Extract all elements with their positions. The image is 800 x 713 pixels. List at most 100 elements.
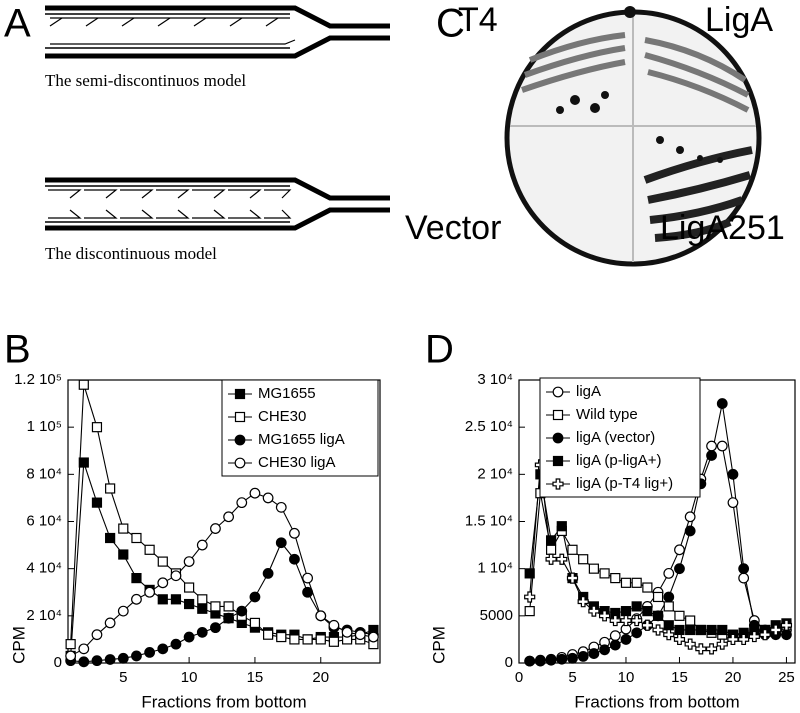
marker [236, 605, 248, 617]
marker [552, 432, 564, 444]
marker [620, 577, 632, 588]
marker [695, 624, 706, 636]
marker [170, 638, 182, 650]
diagram-caption: The discontinuous model [45, 244, 217, 263]
marker [556, 653, 568, 665]
diagram-caption: The semi-discontinuos model [45, 71, 246, 90]
marker [263, 629, 274, 640]
marker [117, 605, 129, 617]
marker [65, 639, 76, 650]
y-tick-label: 1.2 10⁵ [14, 371, 62, 388]
marker [727, 468, 739, 480]
marker [524, 606, 535, 617]
marker [705, 643, 718, 655]
marker [210, 622, 221, 634]
marker [716, 398, 728, 409]
marker [210, 523, 221, 534]
marker [354, 629, 366, 641]
marker [738, 572, 750, 584]
marker [131, 650, 142, 662]
panel-letter: A [4, 2, 31, 46]
legend-label: Wild type [576, 406, 638, 423]
marker [534, 655, 546, 667]
marker [545, 553, 557, 565]
marker [748, 630, 760, 643]
marker [652, 591, 664, 603]
marker [289, 527, 300, 539]
marker [578, 554, 589, 565]
marker [685, 615, 696, 626]
marker [105, 532, 116, 544]
y-axis-label: CPM [429, 626, 448, 664]
marker [91, 655, 103, 667]
marker [641, 619, 653, 631]
marker [524, 591, 536, 603]
marker [552, 386, 564, 398]
marker [695, 643, 707, 655]
marker [524, 655, 536, 667]
marker [117, 652, 129, 664]
x-tick-label: 15 [671, 669, 688, 686]
marker [262, 567, 274, 579]
marker [706, 440, 717, 452]
marker [545, 544, 557, 555]
x-tick-label: 10 [618, 669, 635, 686]
agar-plate-photo [504, 6, 762, 267]
marker [234, 388, 246, 400]
marker [368, 631, 379, 643]
marker [663, 620, 674, 631]
marker [673, 633, 686, 646]
marker [78, 457, 89, 468]
marker [631, 577, 642, 588]
y-tick-label: 0 [54, 654, 62, 671]
marker [556, 553, 568, 565]
marker [302, 586, 313, 598]
discontinuous-diagram [45, 177, 390, 231]
marker [144, 544, 155, 555]
marker [91, 497, 103, 508]
x-tick-label: 5 [568, 669, 576, 686]
y-tick-label: 3 10⁴ [477, 371, 513, 388]
y-tick-label: 6 10⁴ [26, 512, 62, 529]
series-line [70, 462, 374, 656]
plate-label: Vector [405, 209, 501, 247]
marker [262, 492, 274, 504]
marker [599, 568, 610, 579]
marker [328, 619, 340, 631]
marker [674, 563, 685, 575]
y-tick-label: 2 10⁴ [26, 607, 62, 624]
marker [157, 577, 169, 589]
x-tick-label: 10 [181, 669, 198, 686]
marker [631, 601, 642, 612]
marker [642, 582, 653, 593]
marker [183, 556, 195, 567]
marker [727, 497, 739, 509]
marker [663, 567, 675, 579]
marker [545, 535, 557, 546]
x-axis-label: Fractions from bottom [141, 692, 306, 711]
marker [302, 572, 313, 584]
marker [674, 544, 685, 556]
marker [170, 570, 182, 582]
marker [567, 652, 578, 664]
marker [104, 654, 116, 665]
marker [609, 639, 621, 651]
marker [620, 634, 632, 645]
y-tick-label: 8 10⁴ [26, 465, 62, 482]
legend-label: CHE30 ligA [258, 454, 336, 471]
y-tick-label: 4 10⁴ [26, 560, 62, 577]
x-axis-label: Fractions from bottom [574, 692, 739, 711]
marker [275, 537, 287, 549]
marker [249, 617, 261, 629]
marker [91, 422, 103, 433]
marker [341, 626, 353, 638]
y-tick-label: 5000 [480, 607, 513, 624]
marker [663, 601, 674, 612]
x-tick-label: 20 [725, 669, 742, 686]
marker [759, 629, 771, 641]
marker [609, 614, 621, 627]
marker [170, 594, 182, 605]
marker [78, 656, 90, 668]
marker [738, 563, 750, 575]
